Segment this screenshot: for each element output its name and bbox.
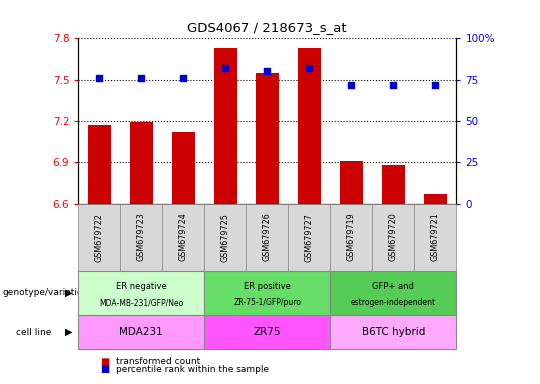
Point — [221, 65, 230, 71]
Text: ▶: ▶ — [65, 327, 73, 337]
Text: ZR75: ZR75 — [254, 327, 281, 337]
Bar — [256, 73, 279, 204]
Text: ■: ■ — [100, 364, 109, 374]
Bar — [382, 165, 405, 204]
Bar — [298, 48, 321, 204]
Text: ▶: ▶ — [65, 288, 73, 298]
Text: GSM679721: GSM679721 — [431, 213, 440, 262]
Text: genotype/variation: genotype/variation — [3, 288, 89, 297]
Point — [137, 75, 146, 81]
Text: MDA231: MDA231 — [119, 327, 163, 337]
Point — [305, 65, 314, 71]
Point — [179, 75, 187, 81]
Text: B6TC hybrid: B6TC hybrid — [362, 327, 425, 337]
Text: GSM679719: GSM679719 — [347, 213, 356, 262]
Text: MDA-MB-231/GFP/Neo: MDA-MB-231/GFP/Neo — [99, 298, 184, 307]
Text: GSM679725: GSM679725 — [221, 213, 230, 262]
Point — [263, 68, 272, 74]
Title: GDS4067 / 218673_s_at: GDS4067 / 218673_s_at — [187, 22, 347, 35]
Text: GSM679723: GSM679723 — [137, 213, 146, 262]
Point — [95, 75, 104, 81]
Text: GSM679722: GSM679722 — [95, 213, 104, 262]
Bar — [87, 125, 111, 204]
Text: GFP+ and: GFP+ and — [373, 282, 414, 291]
Point — [389, 81, 397, 88]
Text: GSM679724: GSM679724 — [179, 213, 188, 262]
Point — [347, 81, 356, 88]
Text: ■: ■ — [100, 357, 109, 367]
Text: transformed count: transformed count — [116, 357, 200, 366]
Text: ZR-75-1/GFP/puro: ZR-75-1/GFP/puro — [233, 298, 301, 307]
Text: cell line: cell line — [16, 328, 52, 337]
Text: GSM679720: GSM679720 — [389, 213, 398, 262]
Bar — [172, 132, 195, 204]
Text: GSM679726: GSM679726 — [263, 213, 272, 262]
Bar — [424, 194, 447, 204]
Text: estrogen-independent: estrogen-independent — [351, 298, 436, 307]
Bar — [340, 161, 363, 204]
Text: ER positive: ER positive — [244, 282, 291, 291]
Text: GSM679727: GSM679727 — [305, 213, 314, 262]
Text: percentile rank within the sample: percentile rank within the sample — [116, 365, 269, 374]
Point — [431, 81, 440, 88]
Bar — [130, 122, 153, 204]
Text: ER negative: ER negative — [116, 282, 167, 291]
Bar — [214, 48, 237, 204]
